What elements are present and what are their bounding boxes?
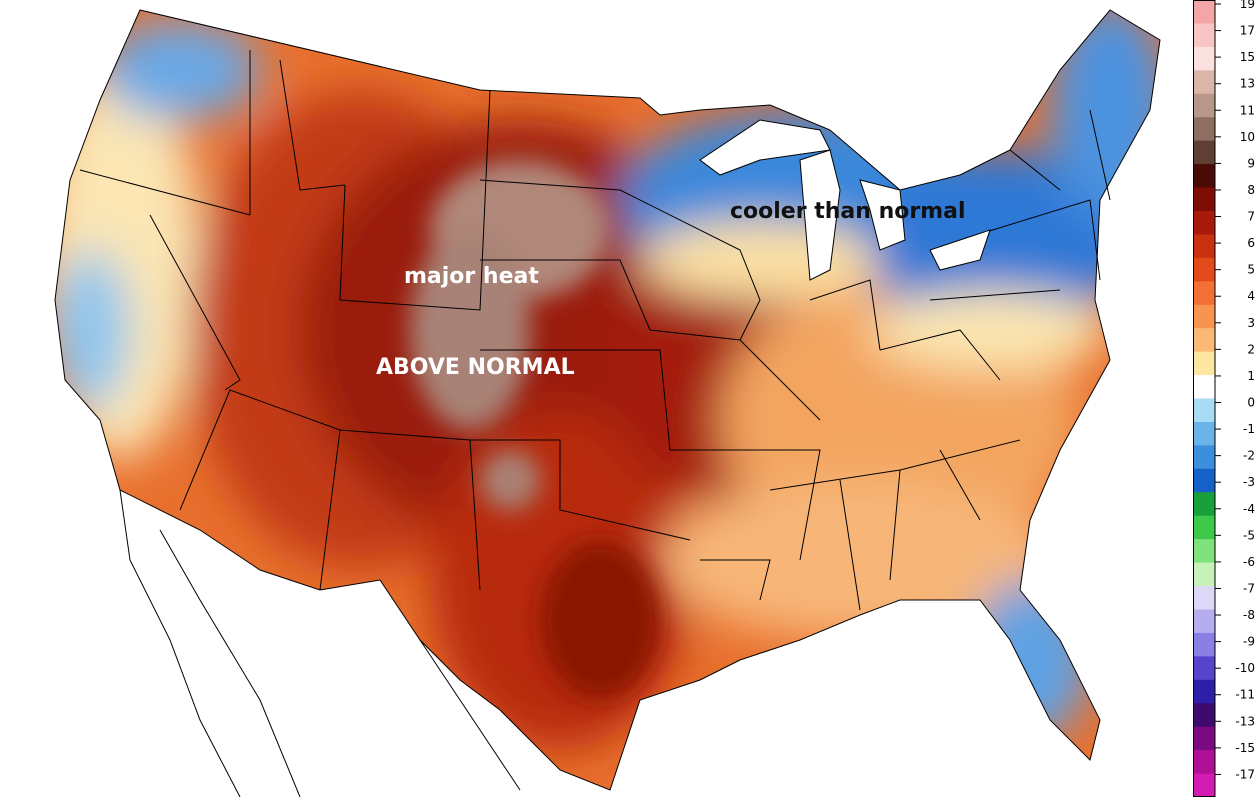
legend-label: 13 xyxy=(1240,77,1255,91)
label-major-heat: major heat xyxy=(404,264,539,289)
legend-label: -7 xyxy=(1243,581,1255,595)
legend-label: -6 xyxy=(1243,555,1255,569)
legend-swatch xyxy=(1193,140,1215,165)
legend-swatch xyxy=(1193,468,1215,493)
legend-swatch xyxy=(1193,492,1215,517)
legend-swatch xyxy=(1193,70,1215,95)
legend-swatch xyxy=(1193,586,1215,610)
legend-label: -8 xyxy=(1243,608,1255,622)
legend-swatch xyxy=(1193,0,1215,24)
legend-label: 2 xyxy=(1247,342,1255,356)
legend-label: 15 xyxy=(1240,50,1255,64)
legend-swatch xyxy=(1193,304,1215,329)
legend-swatch xyxy=(1193,398,1215,423)
mexico-outline xyxy=(119,489,521,797)
legend-swatch xyxy=(1193,257,1215,282)
legend-label: 0 xyxy=(1247,396,1255,410)
legend-swatch xyxy=(1193,632,1215,657)
legend-swatch xyxy=(1193,562,1215,587)
legend-label: 6 xyxy=(1247,236,1255,250)
legend-swatch xyxy=(1193,328,1215,353)
legend-swatch xyxy=(1193,445,1215,470)
legend-swatch xyxy=(1193,539,1215,564)
legend-swatch xyxy=(1193,93,1215,118)
legend-swatch xyxy=(1193,210,1215,235)
legend-label: 7 xyxy=(1247,210,1255,224)
legend-swatch xyxy=(1193,351,1215,376)
legend-label: -9 xyxy=(1243,635,1255,649)
legend-label: -10 xyxy=(1235,661,1255,675)
legend-swatch xyxy=(1193,234,1215,259)
legend-label: -4 xyxy=(1243,502,1255,516)
legend-label: 9 xyxy=(1247,156,1255,170)
legend-swatch xyxy=(1193,703,1215,728)
legend-swatch xyxy=(1193,609,1215,634)
legend-label: 17 xyxy=(1240,24,1255,38)
temperature-anomaly-map xyxy=(54,9,1161,797)
legend-label: -13 xyxy=(1235,714,1255,728)
color-scale-legend: 1917151311109876543210-1-2-3-4-5-6-7-8-9… xyxy=(1193,0,1255,797)
label-cooler-than-normal: cooler than normal xyxy=(730,199,966,224)
legend-label: 4 xyxy=(1247,289,1255,303)
legend-swatch xyxy=(1193,750,1215,775)
legend-swatch xyxy=(1193,679,1215,704)
state-borders xyxy=(54,9,1161,791)
legend-swatch xyxy=(1193,726,1215,751)
legend-swatch xyxy=(1193,515,1215,540)
legend-label: 3 xyxy=(1247,316,1255,330)
legend-label: 10 xyxy=(1240,130,1255,144)
legend-label: -17 xyxy=(1235,767,1255,781)
legend-swatch xyxy=(1193,117,1215,142)
legend-label: 5 xyxy=(1247,263,1255,277)
lakes xyxy=(699,119,991,281)
legend-swatch xyxy=(1193,281,1215,306)
legend-label: -11 xyxy=(1235,688,1255,702)
legend-swatch xyxy=(1193,23,1215,48)
legend-label: -1 xyxy=(1243,422,1255,436)
legend-swatch xyxy=(1193,375,1215,399)
legend-label: 1 xyxy=(1247,369,1255,383)
legend-label: 11 xyxy=(1240,103,1255,117)
legend-label: -2 xyxy=(1243,449,1255,463)
legend-swatch xyxy=(1193,773,1215,797)
legend-label: -3 xyxy=(1243,475,1255,489)
legend-label: 19 xyxy=(1240,0,1255,11)
legend-swatch xyxy=(1193,46,1215,71)
legend-swatch xyxy=(1193,421,1215,446)
label-above-normal: ABOVE NORMAL xyxy=(376,355,575,380)
legend-label: 8 xyxy=(1247,183,1255,197)
map-fill xyxy=(55,10,1160,790)
legend-swatch xyxy=(1193,164,1215,189)
legend-swatch xyxy=(1193,187,1215,212)
legend-label: -5 xyxy=(1243,528,1255,542)
legend-label: -15 xyxy=(1235,741,1255,755)
legend-swatch xyxy=(1193,656,1215,681)
